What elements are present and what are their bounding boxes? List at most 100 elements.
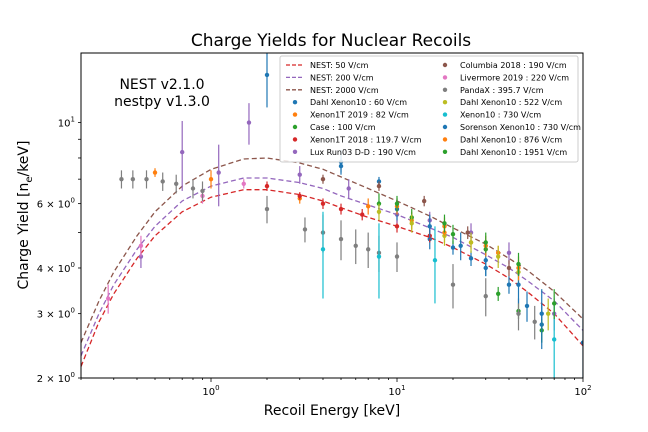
data-point [216,170,221,175]
series-6 [320,174,512,277]
data-point [495,291,501,296]
data-point [524,303,530,309]
y-axis: 2 × 100 3 × 100 4 × 100 6 × 100 101 [37,116,81,385]
data-point [458,243,463,249]
data-point [152,170,158,175]
y-tick-label: 6 × 100 [37,197,75,211]
legend-entry-label: NEST: 2000 V/cm [310,86,379,95]
legend-entry-label: NEST: 50 V/cm [310,61,369,70]
curve-line-2 [81,177,583,357]
data-point [200,188,205,194]
y-tick-label: 2 × 100 [37,371,75,385]
legend-swatch [442,149,448,154]
data-point [208,176,214,182]
data-point [320,247,326,252]
legend-entry-label: PandaX : 395.7 V/cm [460,86,544,95]
data-point [427,224,432,229]
data-point [409,221,414,226]
series-7 [105,179,246,314]
legend-swatch [442,112,448,117]
data-point [376,183,382,189]
data-point [506,282,512,287]
legend-swatch [442,75,448,80]
data-point [421,198,427,204]
curve-line-3 [81,157,583,343]
x-axis: 100 101 102 [80,378,592,398]
legend-entry-label: Columbia 2018 : 190 V/cm [460,61,567,70]
data-point [495,254,501,259]
data-point [483,293,488,299]
data-point [532,319,537,324]
data-point [241,181,246,186]
data-point [338,206,344,212]
data-point [516,261,521,267]
data-point [442,221,447,226]
legend-entry-label: Dahl Xenon10 : 876 V/cm [460,135,562,144]
data-point [394,254,400,259]
legend-entry-label: Xenon1T 2018 : 119.7 V/cm [310,135,422,144]
series-13 [394,195,557,320]
data-point [264,72,270,78]
legend-entry-label: Dahl Xenon10 : 1951 V/cm [460,148,567,157]
data-point [130,176,136,182]
data-point [551,337,557,342]
series-9 [376,203,551,331]
data-point [432,258,438,263]
x-tick-label: 102 [574,384,591,398]
legend-entry-label: Livermore 2019 : 220 V/cm [460,73,569,82]
curve-line-1 [81,189,583,367]
legend-swatch [442,137,448,142]
data-point [580,340,583,345]
data-point [302,227,308,232]
legend-swatch [442,100,448,105]
data-point [264,183,270,189]
data-point [394,201,400,206]
legend-swatch [292,112,298,117]
data-point [119,176,124,182]
data-point [506,265,512,271]
data-point [551,301,557,306]
series-8 [119,170,537,340]
data-point [174,181,179,186]
data-point [246,120,252,125]
y-axis-label: Charge Yield [ne/keV] [16,141,35,290]
plot-frame [80,52,584,379]
legend-entry-label: Xenon1T 2019 : 82 V/cm [310,111,409,120]
y-axis-label-sub: e [24,177,35,183]
data-point [450,282,456,287]
data-point [360,212,365,217]
legend-swatch [292,137,298,142]
legend-entry-label: NEST: 200 V/cm [310,73,374,82]
data-point [264,206,270,212]
legend: NEST: 50 V/cm NEST: 200 V/cm NEST: 2000 V/… [279,55,581,163]
data-point [516,311,521,316]
legend-swatch [442,62,448,68]
data-point [160,179,165,184]
y-tick-label: 101 [58,116,75,130]
data-point [468,240,474,245]
data-point [450,231,456,237]
data-point [546,311,551,316]
data-point [338,236,344,242]
legend-entry-label: Dahl Xenon10 : 522 V/cm [460,98,562,107]
series-11 [338,150,583,378]
data-point [483,240,488,245]
data-point [468,256,474,261]
y-tick-label: 4 × 100 [37,261,75,275]
legend-swatch [442,87,448,93]
series-2 [152,168,501,261]
data-point [450,245,456,250]
data-point [376,254,382,259]
version-annotation-nestpy: nestpy v1.3.0 [114,94,210,110]
data-point [394,224,400,229]
data-point [516,282,521,287]
y-tick-label: 3 × 100 [37,307,75,321]
data-point [465,230,470,235]
data-point [179,149,185,155]
data-point [320,201,326,206]
data-point [190,186,196,191]
series-12 [394,198,521,281]
legend-swatch [292,100,298,105]
legend-swatch [292,149,298,154]
